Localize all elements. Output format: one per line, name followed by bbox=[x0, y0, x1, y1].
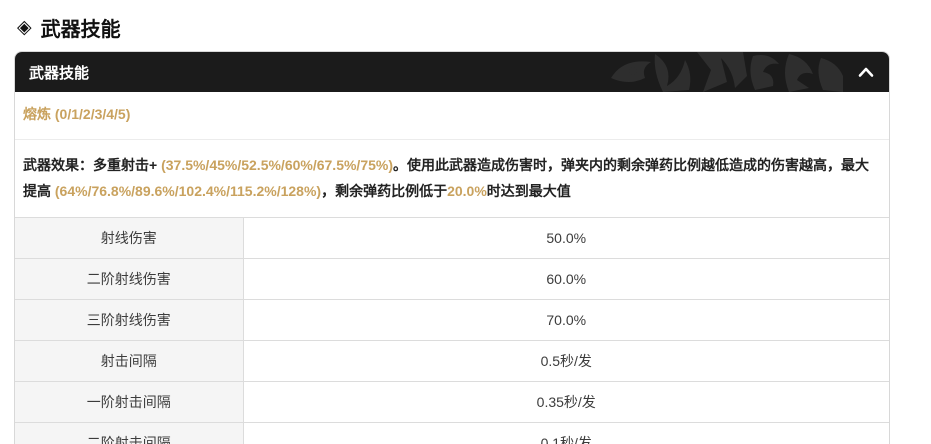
stat-value: 50.0% bbox=[243, 217, 889, 259]
stat-row: 二阶射击间隔 0.1秒/发 bbox=[15, 422, 889, 444]
stat-value: 70.0% bbox=[243, 299, 889, 341]
effect-segment: ，剩余弹药比例低于 bbox=[321, 183, 448, 199]
stat-row: 二阶射线伤害 60.0% bbox=[15, 258, 889, 300]
stat-label: 二阶射击间隔 bbox=[15, 422, 244, 444]
stat-row: 三阶射线伤害 70.0% bbox=[15, 299, 889, 341]
page-title-text: 武器技能 bbox=[40, 19, 121, 41]
effect-segment-values: (64%/76.8%/89.6%/102.4%/115.2%/128%) bbox=[54, 183, 322, 199]
stat-label: 一阶射击间隔 bbox=[15, 381, 244, 423]
panel-header-title: 武器技能 bbox=[29, 64, 90, 82]
stat-label: 射线伤害 bbox=[15, 217, 244, 259]
effect-description: 武器效果：多重射击+ (37.5%/45%/52.5%/60%/67.5%/75… bbox=[15, 140, 889, 217]
chevron-up-icon[interactable] bbox=[857, 65, 875, 79]
stat-value: 0.5秒/发 bbox=[243, 340, 889, 382]
panel-header[interactable]: 武器技能 bbox=[15, 52, 889, 92]
stat-row: 一阶射击间隔 0.35秒/发 bbox=[15, 381, 889, 423]
effect-segment-value: 20.0% bbox=[447, 183, 487, 199]
weapon-skill-panel: 武器技能 熔炼 (0/1/2/3/4/5) 武器效果：多重射击+ (37.5%/… bbox=[14, 51, 890, 444]
stat-value: 60.0% bbox=[243, 258, 889, 300]
stat-label: 二阶射线伤害 bbox=[15, 258, 244, 300]
effect-segment-prefix: 武器效果： bbox=[23, 157, 93, 173]
stat-value: 0.1秒/发 bbox=[243, 422, 889, 444]
page-title: ◈ 武器技能 bbox=[0, 0, 931, 51]
stat-label: 三阶射线伤害 bbox=[15, 299, 244, 341]
effect-segment: 多重射击+ bbox=[93, 157, 162, 173]
skill-name: 熔炼 (0/1/2/3/4/5) bbox=[15, 92, 889, 140]
stat-row: 射线伤害 50.0% bbox=[15, 217, 889, 259]
effect-segment-values: (37.5%/45%/52.5%/60%/67.5%/75%) bbox=[161, 157, 394, 173]
diamond-icon: ◈ bbox=[17, 17, 32, 38]
stat-label: 射击间隔 bbox=[15, 340, 244, 382]
effect-segment: 。使用此武器造成伤害时，弹夹内的剩余弹药比例越低造成的伤害越高，最大提高 bbox=[23, 157, 870, 199]
effect-segment: 时达到最大值 bbox=[486, 183, 571, 199]
stat-table: 射线伤害 50.0% 二阶射线伤害 60.0% 三阶射线伤害 70.0% 射击间… bbox=[15, 217, 889, 444]
stat-row: 射击间隔 0.5秒/发 bbox=[15, 340, 889, 382]
beast-artwork-decoration bbox=[611, 52, 843, 92]
stat-value: 0.35秒/发 bbox=[243, 381, 889, 423]
